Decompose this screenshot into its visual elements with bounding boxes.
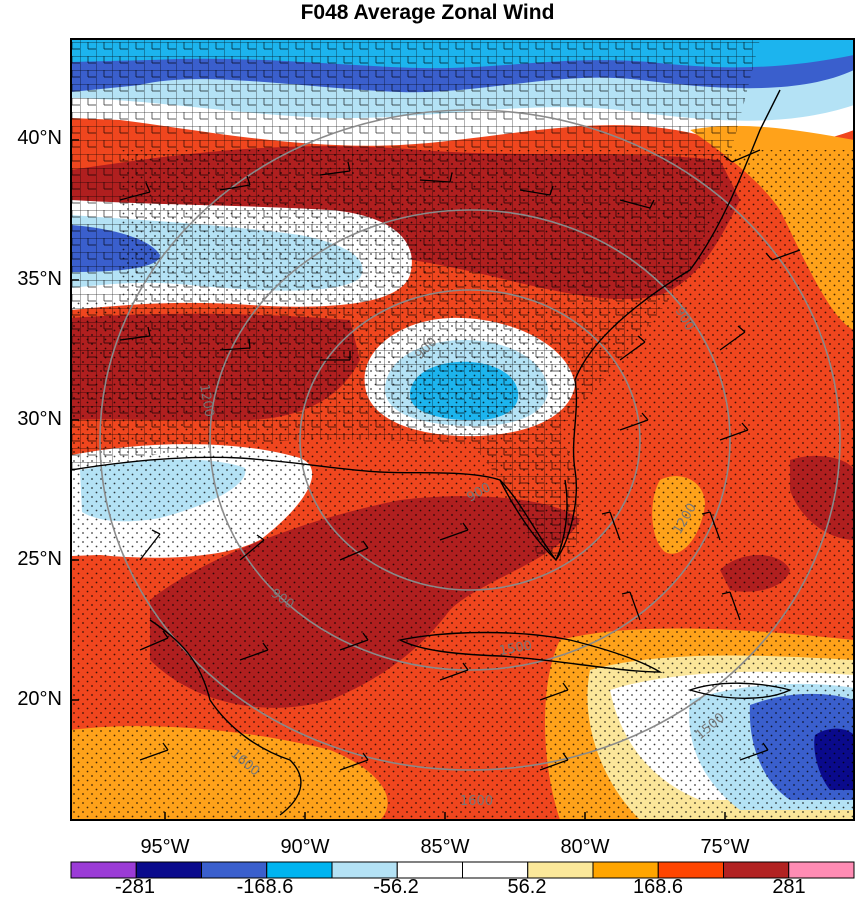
colorbar-label: -281 bbox=[114, 876, 156, 898]
colorbar-label: 168.6 bbox=[632, 876, 684, 898]
wind-barb bbox=[119, 182, 151, 201]
wind-barb bbox=[539, 682, 569, 701]
wind-barb bbox=[765, 249, 801, 261]
wind-barb bbox=[319, 161, 351, 176]
wind-barb bbox=[339, 752, 369, 771]
height-contour-inner bbox=[299, 289, 641, 591]
lon-label-80: 80°W bbox=[560, 836, 610, 858]
contour-label: 1200 bbox=[196, 383, 217, 418]
hispaniola-outline bbox=[687, 682, 792, 699]
colorbar-swatch bbox=[788, 861, 855, 879]
wind-barbs bbox=[119, 149, 801, 771]
stipple-overlay bbox=[71, 150, 854, 820]
wind-barb bbox=[719, 325, 746, 351]
yucatan-outline bbox=[149, 619, 302, 816]
colorbar-label: -168.6 bbox=[236, 876, 294, 898]
lon-label-75: 75°W bbox=[700, 836, 750, 858]
wind-barb bbox=[439, 662, 469, 681]
wind-barb bbox=[320, 351, 351, 361]
map-field: 900 900 900 900 1200 1200 1500 1500 1600… bbox=[71, 39, 854, 820]
wind-barb bbox=[219, 338, 251, 351]
wind-barb bbox=[721, 591, 741, 621]
wind-barb bbox=[139, 742, 169, 761]
lat-label-30: 30°N bbox=[17, 408, 62, 430]
wind-barb bbox=[539, 752, 569, 771]
wind-barb bbox=[339, 632, 369, 651]
colorbar-label: 281 bbox=[772, 876, 806, 898]
map-title: F048 Average Zonal Wind bbox=[300, 1, 555, 24]
wind-barb bbox=[119, 326, 151, 341]
map-frame bbox=[70, 38, 855, 821]
wind-barb bbox=[719, 422, 749, 441]
wind-barb bbox=[239, 534, 265, 561]
wind-barb bbox=[139, 529, 161, 561]
lat-label-40: 40°N bbox=[17, 127, 62, 149]
wind-barb bbox=[621, 591, 641, 621]
wind-barb bbox=[519, 185, 554, 196]
lon-label-85: 85°W bbox=[420, 836, 470, 858]
wind-barb bbox=[439, 522, 469, 541]
wind-barb bbox=[239, 642, 269, 661]
wind-barb bbox=[619, 199, 655, 209]
colorbar bbox=[70, 861, 855, 879]
colorbar-label: -56.2 bbox=[373, 876, 419, 898]
contour-labels: 900 900 900 900 1200 1200 1500 1500 1600… bbox=[196, 305, 728, 810]
cuba-outline bbox=[397, 631, 663, 673]
height-contour-middle bbox=[209, 209, 731, 671]
wind-barb bbox=[139, 630, 169, 651]
wind-barb bbox=[601, 511, 621, 541]
colorbar-label: 56.2 bbox=[507, 876, 547, 898]
lon-label-95: 95°W bbox=[140, 836, 190, 858]
wind-barb bbox=[619, 335, 646, 361]
wind-barb bbox=[701, 511, 721, 541]
lat-label-35: 35°N bbox=[17, 268, 62, 290]
wind-barb bbox=[419, 172, 453, 183]
height-contour-outer bbox=[99, 109, 841, 771]
lat-label-20: 20°N bbox=[17, 688, 62, 710]
coastlines bbox=[71, 89, 792, 816]
wind-barb bbox=[723, 149, 761, 163]
wind-barb bbox=[619, 412, 649, 431]
contour-label: 1600 bbox=[460, 794, 493, 809]
contour-label: 1500 bbox=[498, 638, 533, 659]
height-contours bbox=[99, 109, 841, 771]
lat-label-25: 25°N bbox=[17, 548, 62, 570]
florida-peninsula bbox=[499, 479, 568, 562]
latitude-ticks bbox=[71, 139, 79, 701]
wind-barb bbox=[739, 742, 769, 761]
lon-label-90: 90°W bbox=[280, 836, 330, 858]
longitude-ticks bbox=[164, 812, 726, 820]
wind-barb bbox=[339, 540, 369, 561]
wind-barb bbox=[219, 175, 251, 191]
